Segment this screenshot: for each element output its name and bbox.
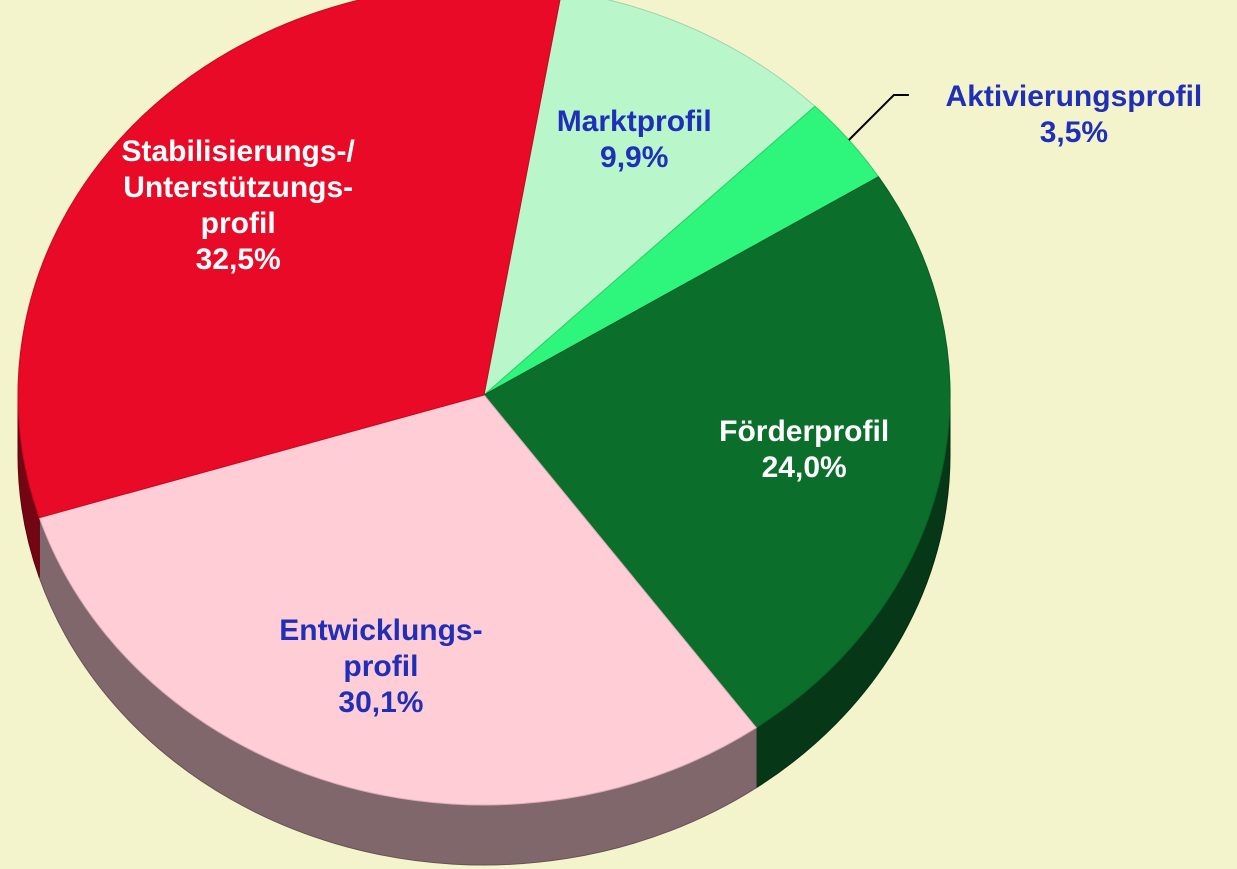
slice-name: Entwicklungs- profil bbox=[279, 614, 483, 684]
slice-label: Aktivierungsprofil 3,5% bbox=[946, 79, 1203, 151]
slice-label: Stabilisierungs-/ Unterstützungs- profil… bbox=[121, 134, 354, 278]
slice-name: Förderprofil bbox=[719, 414, 890, 448]
pie-slice bbox=[38, 394, 758, 806]
slice-label: Marktprofil 9,9% bbox=[557, 104, 712, 176]
pie-slice bbox=[17, 0, 561, 519]
slice-value: 9,9% bbox=[600, 141, 669, 175]
slice-name: Aktivierungsprofil bbox=[945, 79, 1203, 113]
slice-name: Marktprofil bbox=[556, 105, 712, 139]
slice-value: 3,5% bbox=[1039, 115, 1109, 149]
slice-label: Entwicklungs- profil 30,1% bbox=[279, 613, 482, 721]
slice-value: 30,1% bbox=[338, 686, 424, 720]
slice-value: 24,0% bbox=[761, 450, 847, 484]
slice-name: Stabilisierungs-/ Unterstützungs- profil bbox=[121, 135, 355, 241]
slice-value: 32,5% bbox=[195, 243, 281, 277]
pie-slice bbox=[483, 0, 816, 397]
pie-slice bbox=[483, 176, 951, 729]
slice-label: Förderprofil 24,0% bbox=[719, 414, 889, 486]
leader-line bbox=[848, 93, 909, 141]
